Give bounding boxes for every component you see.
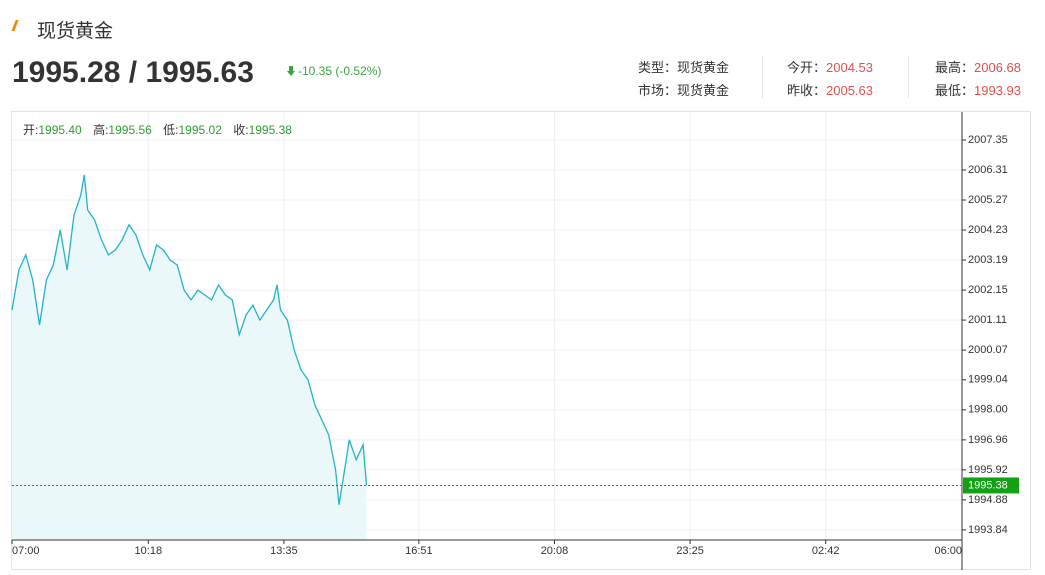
x-tick-label: 02:42 bbox=[812, 545, 840, 557]
change-text: -10.35 (-0.52%) bbox=[298, 64, 382, 78]
x-tick-label: 16:51 bbox=[405, 545, 433, 557]
change: -10.35 (-0.52%) bbox=[287, 64, 381, 78]
info-label: 最低： bbox=[935, 83, 975, 98]
x-tick-label: 07:00 bbox=[12, 545, 40, 557]
x-tick-label: 13:35 bbox=[270, 545, 298, 557]
area bbox=[12, 174, 367, 540]
info-label: 类型： bbox=[638, 60, 678, 75]
ohlc-label: 低: bbox=[163, 123, 179, 137]
info-value: 2005.63 bbox=[826, 83, 874, 98]
x-tick-label: 10:18 bbox=[135, 545, 163, 557]
info-value: 2006.68 bbox=[974, 60, 1022, 75]
y-tick-label: 2005.27 bbox=[968, 194, 1008, 206]
info-label: 今开： bbox=[787, 60, 827, 75]
price-line bbox=[11, 174, 368, 505]
y-tick-label: 1999.04 bbox=[968, 374, 1008, 386]
ohlc-label: 高: bbox=[93, 123, 109, 137]
y-tick-label: 2000.07 bbox=[968, 344, 1008, 356]
y-tick-label: 2003.19 bbox=[968, 254, 1008, 266]
y-tick-label: 1993.84 bbox=[968, 524, 1008, 536]
ohlc-value: 1995.56 bbox=[108, 123, 152, 137]
y-tick-label: 1996.96 bbox=[968, 434, 1008, 446]
ohlc-value: 1995.02 bbox=[178, 123, 222, 137]
y-tick-label: 2004.23 bbox=[968, 224, 1008, 236]
ohlc-label: 收: bbox=[233, 123, 249, 137]
separator bbox=[908, 56, 909, 98]
info-value: 现货黄金 bbox=[677, 60, 730, 75]
chart-frame bbox=[11, 111, 1031, 570]
info-value: 1993.93 bbox=[974, 83, 1022, 98]
ohlc-value: 1995.40 bbox=[38, 123, 82, 137]
info-col: 最高：2006.68 最低：1993.93 bbox=[935, 56, 1021, 102]
info-label: 最高： bbox=[935, 60, 975, 75]
last-price-label: 1995.38 bbox=[968, 479, 1008, 491]
info-col: 类型：现货黄金 市场：现货黄金 bbox=[638, 56, 729, 102]
last-price-tag bbox=[963, 477, 1019, 494]
y-tick-label: 2002.15 bbox=[968, 284, 1008, 296]
info-label: 市场： bbox=[638, 83, 678, 98]
info-col: 今开：2004.53 昨收：2005.63 bbox=[787, 56, 873, 102]
separator bbox=[762, 56, 763, 98]
ohlc-label: 开: bbox=[23, 123, 39, 137]
y-tick-label: 1995.92 bbox=[968, 464, 1008, 476]
x-tick-label: 20:08 bbox=[541, 545, 569, 557]
info-label: 昨收： bbox=[787, 83, 827, 98]
title: 现货黄金 bbox=[37, 21, 114, 42]
price: 1995.28 / 1995.63 bbox=[12, 56, 254, 89]
y-tick-label: 1998.00 bbox=[968, 404, 1008, 416]
y-tick-label: 2001.11 bbox=[968, 314, 1007, 326]
x-tick-label: 06:00 bbox=[934, 545, 962, 557]
y-tick-label: 1994.88 bbox=[968, 494, 1008, 506]
x-tick-label: 23:25 bbox=[676, 545, 704, 557]
y-tick-label: 2006.31 bbox=[968, 164, 1008, 176]
info-value: 现货黄金 bbox=[677, 83, 730, 98]
down-arrow bbox=[287, 66, 295, 76]
ohlc: 开:1995.40 高:1995.56 低:1995.02 收:1995.38 bbox=[23, 121, 300, 138]
y-tick-label: 2007.35 bbox=[968, 134, 1008, 146]
info-value: 2004.53 bbox=[826, 60, 874, 75]
ohlc-value: 1995.38 bbox=[248, 123, 292, 137]
